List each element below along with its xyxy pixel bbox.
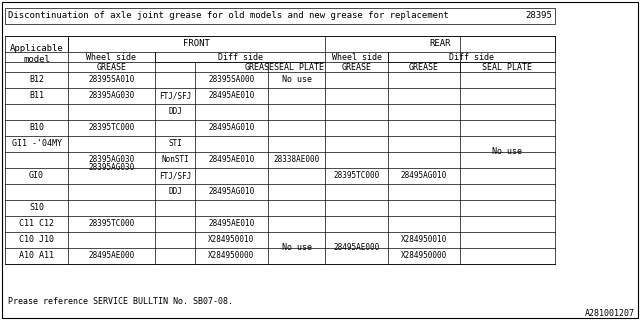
Bar [5, 36, 555, 264]
Text: B10: B10 [29, 124, 44, 132]
Text: 28495AE010: 28495AE010 [209, 92, 255, 100]
Text: SEAL PLATE: SEAL PLATE [273, 62, 323, 71]
Text: 28338AE000: 28338AE000 [273, 156, 319, 164]
Text: 28395AG030: 28395AG030 [88, 92, 134, 100]
Text: Diff side: Diff side [218, 52, 262, 61]
Text: A10 A11: A10 A11 [19, 252, 54, 260]
Text: FRONT: FRONT [183, 39, 210, 49]
Text: 28395TC000: 28395TC000 [333, 172, 380, 180]
Text: GREASE: GREASE [342, 62, 371, 71]
Text: DDJ: DDJ [168, 108, 182, 116]
Text: No use: No use [282, 244, 312, 252]
Text: FTJ/SFJ: FTJ/SFJ [159, 172, 191, 180]
Text: Diff side: Diff side [449, 52, 494, 61]
Text: GI1 -'04MY: GI1 -'04MY [12, 140, 61, 148]
Text: 28495AE000: 28495AE000 [88, 252, 134, 260]
Text: X284950010: X284950010 [209, 236, 255, 244]
Text: 28495AG010: 28495AG010 [209, 188, 255, 196]
Text: GREASE: GREASE [97, 62, 127, 71]
Text: No use: No use [493, 148, 522, 156]
Text: B12: B12 [29, 76, 44, 84]
Text: 28395AG030: 28395AG030 [88, 164, 134, 172]
Text: Prease reference SERVICE BULLTIN No. SB07-08.: Prease reference SERVICE BULLTIN No. SB0… [8, 298, 233, 307]
Text: Wheel side: Wheel side [86, 52, 136, 61]
Text: 28395TC000: 28395TC000 [88, 220, 134, 228]
Text: X284950010: X284950010 [401, 236, 447, 244]
Text: 28495AG010: 28495AG010 [401, 172, 447, 180]
Text: GREASE: GREASE [409, 62, 439, 71]
Text: STI: STI [168, 140, 182, 148]
Text: Wheel side: Wheel side [332, 52, 381, 61]
Text: 28395TC000: 28395TC000 [88, 124, 134, 132]
Text: X284950000: X284950000 [401, 252, 447, 260]
Text: GREASE: GREASE [245, 62, 275, 71]
Text: FTJ/SFJ: FTJ/SFJ [159, 92, 191, 100]
Text: REAR: REAR [429, 39, 451, 49]
Text: C11 C12: C11 C12 [19, 220, 54, 228]
Bar [5, 8, 555, 24]
Text: DDJ: DDJ [168, 188, 182, 196]
Text: Applicable
model: Applicable model [10, 44, 63, 64]
Text: 28395AG030: 28395AG030 [88, 156, 134, 164]
Text: No use: No use [282, 76, 312, 84]
Text: B11: B11 [29, 92, 44, 100]
Text: NonSTI: NonSTI [161, 156, 189, 164]
Text: SEAL PLATE: SEAL PLATE [483, 62, 532, 71]
Text: 28395SA010: 28395SA010 [88, 76, 134, 84]
Text: A281001207: A281001207 [585, 309, 635, 318]
Text: C10 J10: C10 J10 [19, 236, 54, 244]
Text: 28495AE010: 28495AE010 [209, 220, 255, 228]
Text: 28495AE010: 28495AE010 [209, 156, 255, 164]
Text: 28395SA000: 28395SA000 [209, 76, 255, 84]
Text: Discontinuation of axle joint grease for old models and new grease for replaceme: Discontinuation of axle joint grease for… [8, 12, 449, 20]
Text: GI0: GI0 [29, 172, 44, 180]
Text: S10: S10 [29, 204, 44, 212]
Text: 28495AG010: 28495AG010 [209, 124, 255, 132]
Text: X284950000: X284950000 [209, 252, 255, 260]
Text: 28495AE000: 28495AE000 [333, 244, 380, 252]
Text: 28395: 28395 [525, 12, 552, 20]
